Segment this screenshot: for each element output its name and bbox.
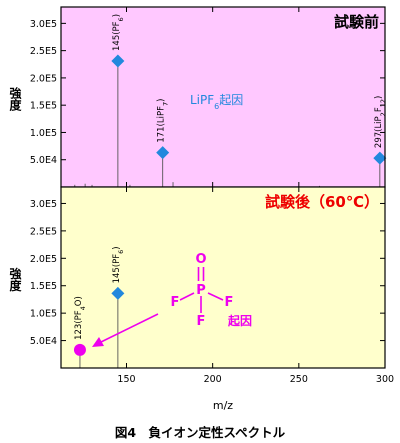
figure-caption: 図4 負イオン定性スペクトル (115, 425, 286, 440)
peak-label: 171(LiPF7) (157, 99, 170, 143)
top-ytick-label: 1.0E5 (30, 128, 57, 139)
peak-label: 145(PF6) (112, 246, 125, 283)
marker-circle (73, 343, 86, 356)
structure-f-left: F (171, 295, 180, 310)
marker-diamond (111, 286, 125, 300)
top-ylabel: 強度 (8, 86, 22, 112)
bottom-xtick-label: 150 (117, 374, 135, 385)
marker-diamond (373, 151, 387, 165)
bottom-ylabel: 強度 (8, 266, 22, 292)
structure-f-bottom: F (197, 314, 206, 329)
bond-left (179, 292, 195, 301)
structure-note: 起因 (227, 313, 252, 328)
marker-diamond (156, 146, 170, 160)
bottom-ytick-label: 2.0E5 (30, 254, 57, 265)
peak-label: 123(PF4O) (74, 296, 87, 340)
bond-right (207, 292, 224, 301)
bottom-ytick-label: 5.0E4 (30, 336, 57, 347)
top-ytick-label: 2.0E5 (30, 73, 57, 84)
bottom-plot-area (61, 187, 385, 368)
bottom-ytick-label: 2.5E5 (30, 226, 57, 237)
bottom-xtick-label: 300 (376, 374, 394, 385)
top-panel: 5.0E4 1.0E5 1.5E5 2.0E5 2.5E5 3.0E5 145(PF6) 17… (8, 6, 387, 188)
bottom-xtick-label: 200 (204, 374, 222, 385)
marker-diamond (111, 54, 125, 68)
bottom-ytick-label: 1.5E5 (30, 281, 57, 292)
peak-label: 297(LiP2F12) (374, 96, 387, 148)
structure-o: O (195, 252, 206, 267)
top-ytick-label: 3.0E5 (30, 19, 57, 30)
top-ytick-label: 2.5E5 (30, 46, 57, 57)
top-ytick-label: 1.5E5 (30, 101, 57, 112)
bottom-panel: 5.0E4 1.0E5 1.5E5 2.0E5 2.5E5 3.0E5 150 200 250 3… (8, 186, 394, 385)
x-axis-label: m/z (213, 399, 233, 412)
peak-label: 145(PF6) (112, 14, 125, 51)
arrow-head (92, 337, 104, 347)
top-title: 試験前 (334, 13, 379, 31)
bottom-frame (60, 186, 386, 369)
bottom-xtick-label: 250 (290, 374, 308, 385)
arrow-shaft (100, 313, 159, 343)
pf4o-structure: O P F F F 起因 (92, 252, 252, 347)
bottom-ytick-label: 1.0E5 (30, 309, 57, 320)
bottom-ytick-label: 3.0E5 (30, 199, 57, 210)
bottom-title: 試験後（60℃） (265, 193, 379, 211)
origin-annotation: LiPF6起因 (190, 93, 243, 111)
structure-p: P (196, 283, 206, 298)
structure-f-right: F (225, 295, 234, 310)
top-ytick-label: 5.0E4 (30, 155, 57, 166)
top-plot-area (61, 7, 385, 187)
